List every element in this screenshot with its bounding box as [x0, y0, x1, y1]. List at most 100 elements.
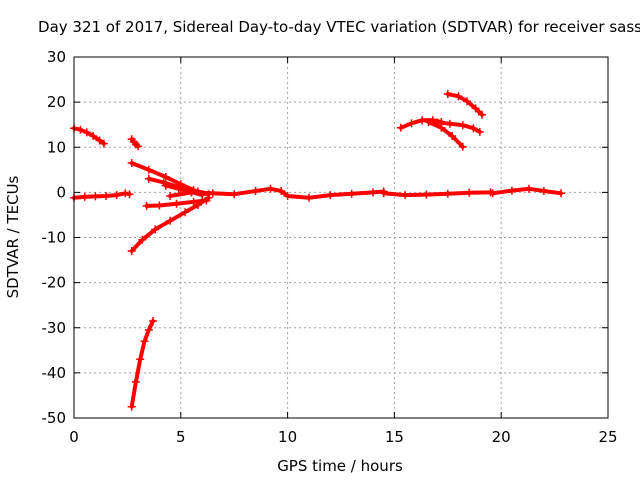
data-point	[166, 192, 175, 200]
data-point	[142, 201, 151, 210]
y-tick-label: -50	[42, 409, 67, 427]
x-tick-label: 5	[176, 428, 186, 446]
series-line	[129, 319, 155, 409]
series-line	[426, 120, 465, 149]
y-tick-label: -20	[42, 274, 67, 292]
series-segment	[443, 90, 486, 119]
y-axis-title: SDTVAR / TECUs	[4, 175, 22, 298]
y-tick-label: 20	[47, 93, 66, 111]
data-point	[127, 159, 136, 167]
series-segment	[488, 184, 565, 198]
data-point	[463, 97, 471, 106]
data-point	[454, 92, 463, 101]
grid	[74, 57, 608, 418]
data-point	[422, 190, 431, 199]
data-point	[396, 123, 405, 132]
y-tick-label: -40	[42, 364, 67, 382]
data-point	[445, 119, 454, 128]
data-point	[458, 121, 467, 130]
data-point	[458, 142, 467, 151]
data-point	[189, 197, 198, 206]
data-series	[70, 90, 565, 411]
data-point	[283, 192, 292, 200]
data-point	[465, 188, 474, 197]
data-point	[166, 216, 175, 225]
data-point	[437, 123, 446, 132]
data-point	[127, 402, 136, 411]
data-point	[202, 196, 211, 205]
data-point	[172, 199, 181, 208]
data-point	[443, 189, 452, 198]
data-point	[149, 317, 157, 325]
series-segment	[379, 188, 495, 200]
data-point	[266, 184, 275, 193]
data-point	[95, 136, 104, 145]
data-point	[488, 189, 497, 198]
series-segment	[70, 124, 108, 148]
series-segment	[70, 189, 134, 202]
data-point	[161, 173, 170, 181]
data-point	[539, 187, 548, 195]
series-line	[381, 190, 493, 198]
series-segment	[166, 184, 388, 202]
series-segment	[424, 118, 467, 151]
x-tick-label: 15	[385, 428, 404, 446]
data-point	[121, 189, 130, 198]
data-point	[557, 189, 565, 198]
data-point	[326, 191, 335, 200]
x-tick-label: 0	[69, 428, 79, 446]
y-tick-label: -30	[42, 319, 67, 337]
data-point	[407, 119, 416, 128]
x-axis-title: GPS time / hours	[277, 457, 403, 475]
data-point	[478, 110, 486, 119]
data-point	[525, 184, 533, 193]
data-point	[82, 128, 91, 137]
data-point	[136, 355, 145, 364]
data-point	[80, 192, 89, 201]
data-point	[475, 127, 484, 136]
data-point	[140, 337, 149, 346]
data-point	[469, 124, 478, 133]
data-point	[89, 132, 98, 140]
data-point	[76, 125, 85, 134]
series-segment	[396, 116, 446, 132]
data-point	[134, 142, 143, 151]
data-point	[187, 188, 196, 197]
chart-title: Day 321 of 2017, Sidereal Day-to-day VTE…	[38, 18, 640, 36]
y-tick-label: -10	[42, 229, 67, 247]
data-point	[144, 165, 153, 174]
series-segment	[127, 317, 157, 411]
data-point	[418, 116, 427, 125]
data-point	[131, 377, 140, 386]
data-point	[144, 174, 153, 183]
series-segment	[433, 118, 484, 136]
data-point	[379, 189, 388, 198]
data-point	[507, 186, 516, 195]
x-tick-label: 10	[278, 428, 297, 446]
series-segment	[127, 135, 143, 151]
data-point	[112, 191, 121, 200]
data-point	[277, 187, 286, 195]
y-tick-label: 10	[47, 138, 66, 156]
plot-frame	[73, 56, 609, 419]
data-point	[138, 235, 147, 244]
y-tick-label: 0	[56, 183, 66, 201]
x-tick-label: 25	[598, 428, 617, 446]
data-point	[305, 193, 313, 202]
axes: 0 5 10 15 20 25 -50 -40 -30 -20 -10 0 10 20 30	[42, 48, 618, 446]
data-point	[401, 191, 410, 200]
data-point	[102, 192, 110, 200]
x-tick-label: 20	[492, 428, 511, 446]
data-point	[208, 189, 217, 198]
series-line	[129, 137, 141, 149]
data-point	[230, 190, 239, 199]
data-point	[424, 118, 433, 126]
data-point	[99, 139, 108, 148]
data-point	[369, 188, 377, 197]
data-point	[347, 189, 356, 198]
data-point	[144, 326, 153, 334]
data-point	[161, 181, 170, 190]
series-segment	[142, 196, 211, 210]
data-point	[155, 201, 164, 210]
